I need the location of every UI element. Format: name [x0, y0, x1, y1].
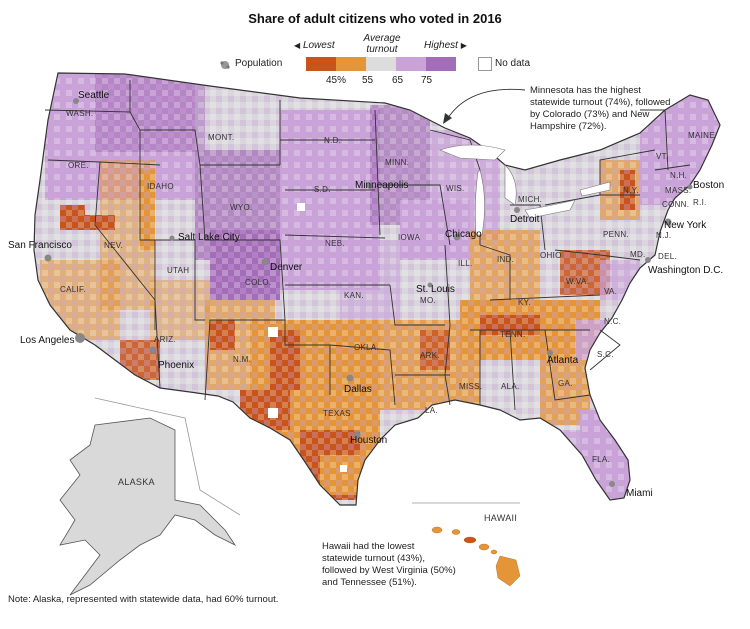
city-label: Detroit	[510, 214, 540, 225]
state-label: N.D.	[324, 136, 341, 145]
state-label: NEV.	[104, 241, 123, 250]
state-label: MICH.	[518, 195, 542, 204]
state-label: TENN.	[500, 330, 526, 339]
legend-highest: Highest ▶	[424, 40, 467, 51]
population-dots	[44, 98, 693, 487]
minnesota-annotation: Minnesota has the highest statewide turn…	[530, 85, 671, 132]
state-label: ALA.	[501, 382, 520, 391]
state-label: MISS.	[459, 382, 482, 391]
city-label: Minneapolis	[355, 180, 408, 191]
state-label: OKLA.	[354, 343, 379, 352]
hawaii-shape	[431, 526, 521, 587]
legend-no-data: No data	[495, 58, 531, 69]
state-label: N.H.	[670, 171, 687, 180]
legend-lowest: ◀ Lowest	[294, 40, 335, 51]
legend-swatch	[306, 57, 336, 71]
city-labels: Seattle San Francisco Los Angeles Phoeni…	[8, 90, 724, 499]
legend-tick: 75	[421, 75, 433, 86]
city-label: Seattle	[78, 90, 110, 101]
alaska-shape	[59, 417, 237, 596]
state-label: KAN.	[344, 291, 364, 300]
state-label: FLA.	[592, 455, 610, 464]
state-label: S.C.	[597, 350, 614, 359]
state-label: LA.	[425, 406, 438, 415]
alaska-note: Note: Alaska, represented with statewide…	[8, 594, 279, 605]
no-data-swatch	[478, 57, 492, 71]
state-label: MO.	[420, 296, 436, 305]
state-label: R.I.	[693, 198, 707, 207]
city-label: Chicago	[445, 229, 482, 240]
city-label: Salt Lake City	[178, 232, 240, 243]
city-label: Denver	[270, 262, 303, 273]
state-label: GA.	[558, 379, 573, 388]
state-label: HAWAII	[484, 513, 517, 523]
great-lakes	[439, 144, 611, 236]
city-label: Washington D.C.	[648, 265, 723, 276]
state-borders	[44, 80, 691, 411]
legend-tick: 65	[392, 75, 404, 86]
legend-swatch	[426, 57, 456, 71]
state-label: IND.	[497, 255, 514, 264]
state-label: VT.	[656, 152, 668, 161]
state-label: MONT.	[208, 133, 234, 142]
state-label: ARK.	[420, 351, 440, 360]
legend-swatch	[336, 57, 366, 71]
state-label: IOWA	[398, 233, 421, 242]
legend-population: Population	[235, 58, 283, 69]
state-label: N.M.	[233, 355, 251, 364]
state-label: N.J.	[656, 231, 671, 240]
state-label: VA.	[604, 287, 617, 296]
legend-color-scale	[306, 57, 456, 71]
state-label: N.C.	[604, 317, 621, 326]
map-title: Share of adult citizens who voted in 201…	[248, 11, 502, 26]
city-label: San Francisco	[8, 240, 72, 251]
state-label: TEXAS	[323, 409, 351, 418]
state-label: ARIZ.	[154, 335, 176, 344]
city-label: St. Louis	[416, 284, 455, 295]
state-label: CONN.	[662, 200, 689, 209]
state-label: W.VA.	[566, 277, 589, 286]
state-label: WYO.	[230, 203, 253, 212]
legend-swatch	[366, 57, 396, 71]
state-label: N.Y.	[623, 186, 639, 195]
state-labels: WASH. ORE. CALIF. NEV. IDAHO MONT. WYO. …	[60, 109, 715, 523]
city-label: Houston	[350, 435, 387, 446]
city-label: Atlanta	[547, 355, 579, 366]
city-label: Phoenix	[158, 360, 194, 371]
legend-swatch	[396, 57, 426, 71]
state-label: MAINE	[688, 131, 715, 140]
population-icon	[220, 61, 230, 69]
state-label: ORE.	[68, 161, 89, 170]
state-label: MASS.	[665, 186, 691, 195]
state-label: UTAH	[167, 266, 189, 275]
legend-average: Average turnout	[363, 33, 401, 55]
city-label: Miami	[626, 488, 653, 499]
state-label: IDAHO	[147, 182, 174, 191]
state-label: PENN.	[603, 230, 629, 239]
arrow-right-icon: ▶	[460, 41, 467, 50]
state-label: COLO.	[245, 278, 271, 287]
city-label: New York	[664, 220, 707, 231]
state-label: NEB.	[325, 239, 345, 248]
state-label: ALASKA	[118, 477, 155, 487]
state-label: CALIF.	[60, 285, 86, 294]
state-label: KY.	[518, 298, 531, 307]
state-label: WASH.	[66, 109, 93, 118]
state-label: ILL.	[458, 259, 473, 268]
state-label: S.D.	[314, 185, 331, 194]
arrow-left-icon: ◀	[294, 41, 301, 50]
hawaii-annotation: Hawaii had the lowest statewide turnout …	[322, 541, 456, 588]
state-label: OHIO	[540, 251, 562, 260]
city-label: Boston	[693, 180, 724, 191]
city-label: Los Angeles	[20, 335, 75, 346]
legend-tick: 55	[362, 75, 374, 86]
state-label: WIS.	[446, 184, 465, 193]
city-label: Dallas	[344, 384, 372, 395]
state-label: DEL.	[658, 252, 677, 261]
state-label: MINN.	[385, 158, 409, 167]
legend-tick: 45%	[326, 75, 347, 86]
state-label: MD.	[630, 250, 646, 259]
